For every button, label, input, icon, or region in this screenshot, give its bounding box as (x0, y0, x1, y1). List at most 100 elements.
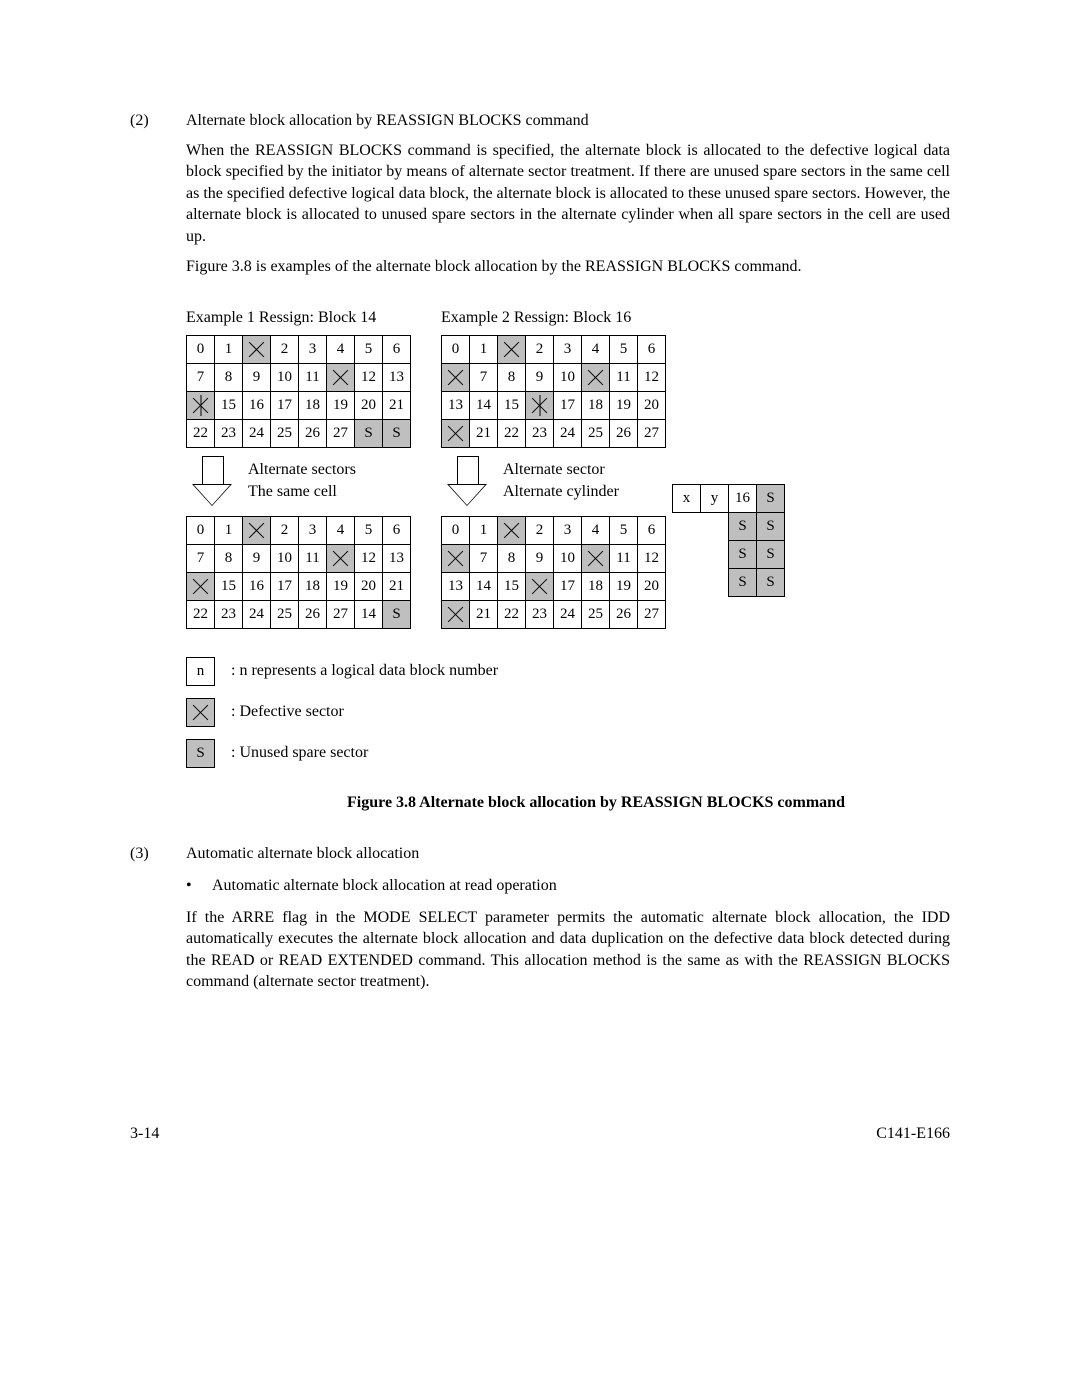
grid-cell: 23 (215, 419, 243, 447)
section-2-title: Alternate block allocation by REASSIGN B… (186, 110, 589, 132)
example-1-top-grid: 0123456789101112131516171819202122232425… (186, 335, 411, 448)
grid-cell: 25 (582, 419, 610, 447)
grid-cell: S (757, 540, 785, 568)
legend-s-text: : Unused spare sector (231, 742, 368, 764)
grid-cell: 4 (582, 516, 610, 544)
grid-cell: 22 (498, 600, 526, 628)
grid-cell: 1 (215, 516, 243, 544)
grid-cell: S (383, 600, 411, 628)
grid-cell: 2 (271, 516, 299, 544)
grid-cell: 12 (638, 544, 666, 572)
grid-cell: 16 (243, 572, 271, 600)
grid-cell: 8 (215, 363, 243, 391)
figure-block: Example 1 Ressign: Block 14 012345678910… (186, 301, 950, 813)
grid-cell: 6 (383, 335, 411, 363)
grid-cell: 25 (271, 419, 299, 447)
grid-cell: 11 (610, 363, 638, 391)
grid-cell: 5 (355, 335, 383, 363)
grid-cell: 15 (215, 572, 243, 600)
grid-cell: 17 (271, 391, 299, 419)
grid-cell: 19 (327, 391, 355, 419)
grid-cell: 14 (355, 600, 383, 628)
grid-cell: 9 (526, 544, 554, 572)
grid-cell: 19 (610, 572, 638, 600)
legend-n-text: : n represents a logical data block numb… (231, 660, 498, 682)
grid-cell: 8 (498, 544, 526, 572)
grid-cell: 4 (582, 335, 610, 363)
page-footer: 3-14 C141-E166 (130, 1123, 950, 1145)
grid-cell (526, 391, 554, 419)
grid-cell: 12 (355, 363, 383, 391)
grid-cell (327, 544, 355, 572)
section-2-para-2: Figure 3.8 is examples of the alternate … (186, 256, 950, 278)
grid-cell (498, 516, 526, 544)
grid-cell: 13 (442, 572, 470, 600)
grid-cell: 14 (470, 572, 498, 600)
grid-cell: 2 (271, 335, 299, 363)
grid-cell: 3 (299, 516, 327, 544)
grid-cell: 23 (526, 600, 554, 628)
grid-cell: 0 (442, 335, 470, 363)
grid-cell: 2 (526, 335, 554, 363)
example-2-bottom-grid: 0123456789101112131415171819202122232425… (441, 516, 666, 629)
grid-cell: x (673, 484, 701, 512)
grid-cell: 6 (638, 335, 666, 363)
grid-cell: 25 (582, 600, 610, 628)
grid-cell: 27 (327, 600, 355, 628)
grid-cell: 11 (299, 363, 327, 391)
grid-cell: 26 (299, 600, 327, 628)
grid-cell: 3 (554, 335, 582, 363)
grid-cell (243, 335, 271, 363)
grid-cell: 27 (638, 419, 666, 447)
grid-cell: 25 (271, 600, 299, 628)
grid-cell: 22 (187, 419, 215, 447)
grid-cell: 7 (470, 363, 498, 391)
grid-cell: 18 (582, 391, 610, 419)
grid-cell: 12 (638, 363, 666, 391)
figure-caption: Figure 3.8 Alternate block allocation by… (242, 792, 950, 814)
grid-cell: 9 (243, 544, 271, 572)
grid-cell: 11 (299, 544, 327, 572)
grid-cell: 18 (582, 572, 610, 600)
section-3-title: Automatic alternate block allocation (186, 843, 419, 865)
section-3-bullet: Automatic alternate block allocation at … (212, 875, 557, 897)
section-2-heading: (2) Alternate block allocation by REASSI… (130, 110, 950, 132)
arrow-1-line-1: Alternate sectors (248, 459, 356, 481)
section-2-num: (2) (130, 110, 186, 132)
grid-cell: 10 (554, 544, 582, 572)
grid-cell: 24 (554, 600, 582, 628)
legend: n : n represents a logical data block nu… (186, 657, 950, 768)
grid-cell: S (729, 540, 757, 568)
grid-cell (498, 335, 526, 363)
grid-cell: 18 (299, 391, 327, 419)
grid-cell: S (355, 419, 383, 447)
grid-cell: 1 (470, 335, 498, 363)
grid-cell: S (383, 419, 411, 447)
grid-cell: 7 (470, 544, 498, 572)
example-1-arrow: Alternate sectors The same cell (192, 456, 411, 506)
grid-cell (526, 572, 554, 600)
grid-cell: 20 (355, 572, 383, 600)
grid-cell: 16 (729, 484, 757, 512)
grid-cell: 0 (187, 335, 215, 363)
grid-cell: 4 (327, 516, 355, 544)
down-arrow-icon (447, 456, 487, 506)
grid-cell: 5 (355, 516, 383, 544)
grid-cell: 1 (470, 516, 498, 544)
grid-cell: 21 (470, 600, 498, 628)
grid-cell: 26 (610, 600, 638, 628)
grid-cell: 24 (243, 419, 271, 447)
grid-cell: 26 (610, 419, 638, 447)
grid-cell: 19 (327, 572, 355, 600)
example-2: Example 2 Ressign: Block 16 012345678910… (441, 301, 785, 629)
arrow-1-line-2: The same cell (248, 481, 356, 503)
grid-cell (327, 363, 355, 391)
grid-cell: 13 (383, 544, 411, 572)
grid-cell: 0 (442, 516, 470, 544)
grid-cell: 4 (327, 335, 355, 363)
page-number: 3-14 (130, 1123, 159, 1145)
grid-cell: y (701, 484, 729, 512)
example-2-title: Example 2 Ressign: Block 16 (441, 307, 785, 329)
grid-cell: 23 (215, 600, 243, 628)
legend-x-text: : Defective sector (231, 701, 344, 723)
